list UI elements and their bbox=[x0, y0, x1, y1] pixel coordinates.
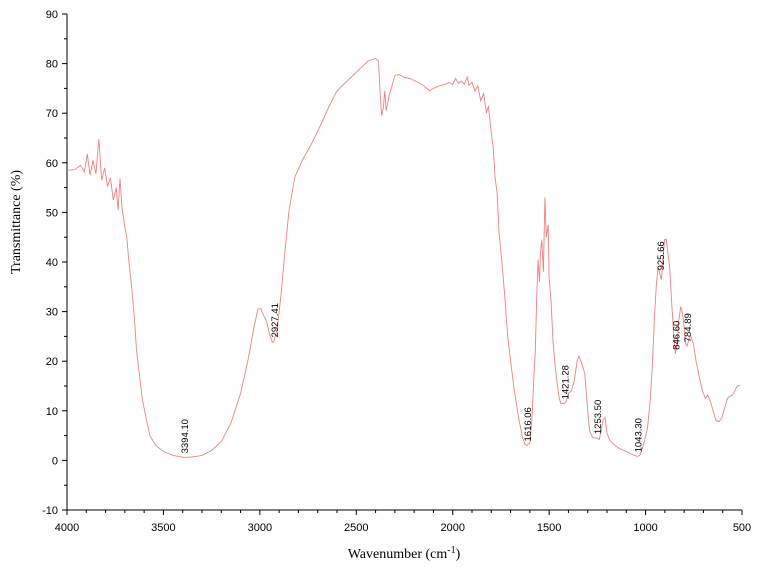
peak-label: 1043.30 bbox=[633, 418, 644, 452]
x-tick-label: 4000 bbox=[55, 522, 79, 534]
x-tick-label: 2500 bbox=[344, 522, 368, 534]
x-tick-label: 1000 bbox=[633, 522, 657, 534]
x-axis-ticks: 4000 3500 3000 2500 2000 1500 1000 500 bbox=[55, 510, 751, 534]
x-tick-label: 3500 bbox=[151, 522, 175, 534]
y-tick-label: 30 bbox=[46, 307, 58, 319]
peak-label: 1253.50 bbox=[593, 400, 604, 434]
y-axis-title: Transmittance (%) bbox=[9, 170, 24, 274]
peak-labels: 3394.10 2927.41 1616.06 1421.28 1253.50 1043.… bbox=[180, 241, 694, 453]
peak-label: 925.66 bbox=[656, 241, 667, 270]
x-tick-label: 500 bbox=[733, 522, 751, 534]
y-axis-ticks: -10 0 10 20 30 40 50 60 70 80 90 bbox=[42, 9, 67, 517]
y-tick-label: -10 bbox=[42, 505, 58, 517]
y-tick-label: 40 bbox=[46, 257, 58, 269]
y-tick-label: 60 bbox=[46, 158, 58, 170]
y-tick-label: 10 bbox=[46, 406, 58, 418]
x-tick-label: 3000 bbox=[248, 522, 272, 534]
plot-area: -10 0 10 20 30 40 50 60 70 80 90 4000 3500 3000 2500 2… bbox=[42, 9, 751, 534]
y-tick-label: 20 bbox=[46, 356, 58, 368]
x-axis-title-main: Wavenumber (cm bbox=[348, 547, 448, 562]
peak-label: 2927.41 bbox=[270, 303, 281, 337]
y-tick-label: 0 bbox=[52, 455, 58, 467]
peak-label: 1616.06 bbox=[523, 407, 534, 441]
x-axis-title-tail: ) bbox=[456, 547, 461, 562]
x-axis-title-superscript: -1 bbox=[447, 545, 455, 556]
peak-label: 784.89 bbox=[683, 313, 694, 342]
spectrum-series-line bbox=[66, 58, 741, 458]
peak-label: 1421.28 bbox=[560, 365, 571, 399]
x-tick-label: 1500 bbox=[537, 522, 561, 534]
y-tick-label: 80 bbox=[46, 59, 58, 71]
y-tick-label: 90 bbox=[46, 9, 58, 21]
y-tick-label: 70 bbox=[46, 108, 58, 120]
x-tick-label: 2000 bbox=[440, 522, 464, 534]
peak-label: 846.60 bbox=[671, 321, 682, 350]
peak-label: 3394.10 bbox=[180, 419, 191, 453]
x-axis-title: Wavenumber (cm-1) bbox=[348, 545, 461, 562]
y-tick-label: 50 bbox=[46, 207, 58, 219]
